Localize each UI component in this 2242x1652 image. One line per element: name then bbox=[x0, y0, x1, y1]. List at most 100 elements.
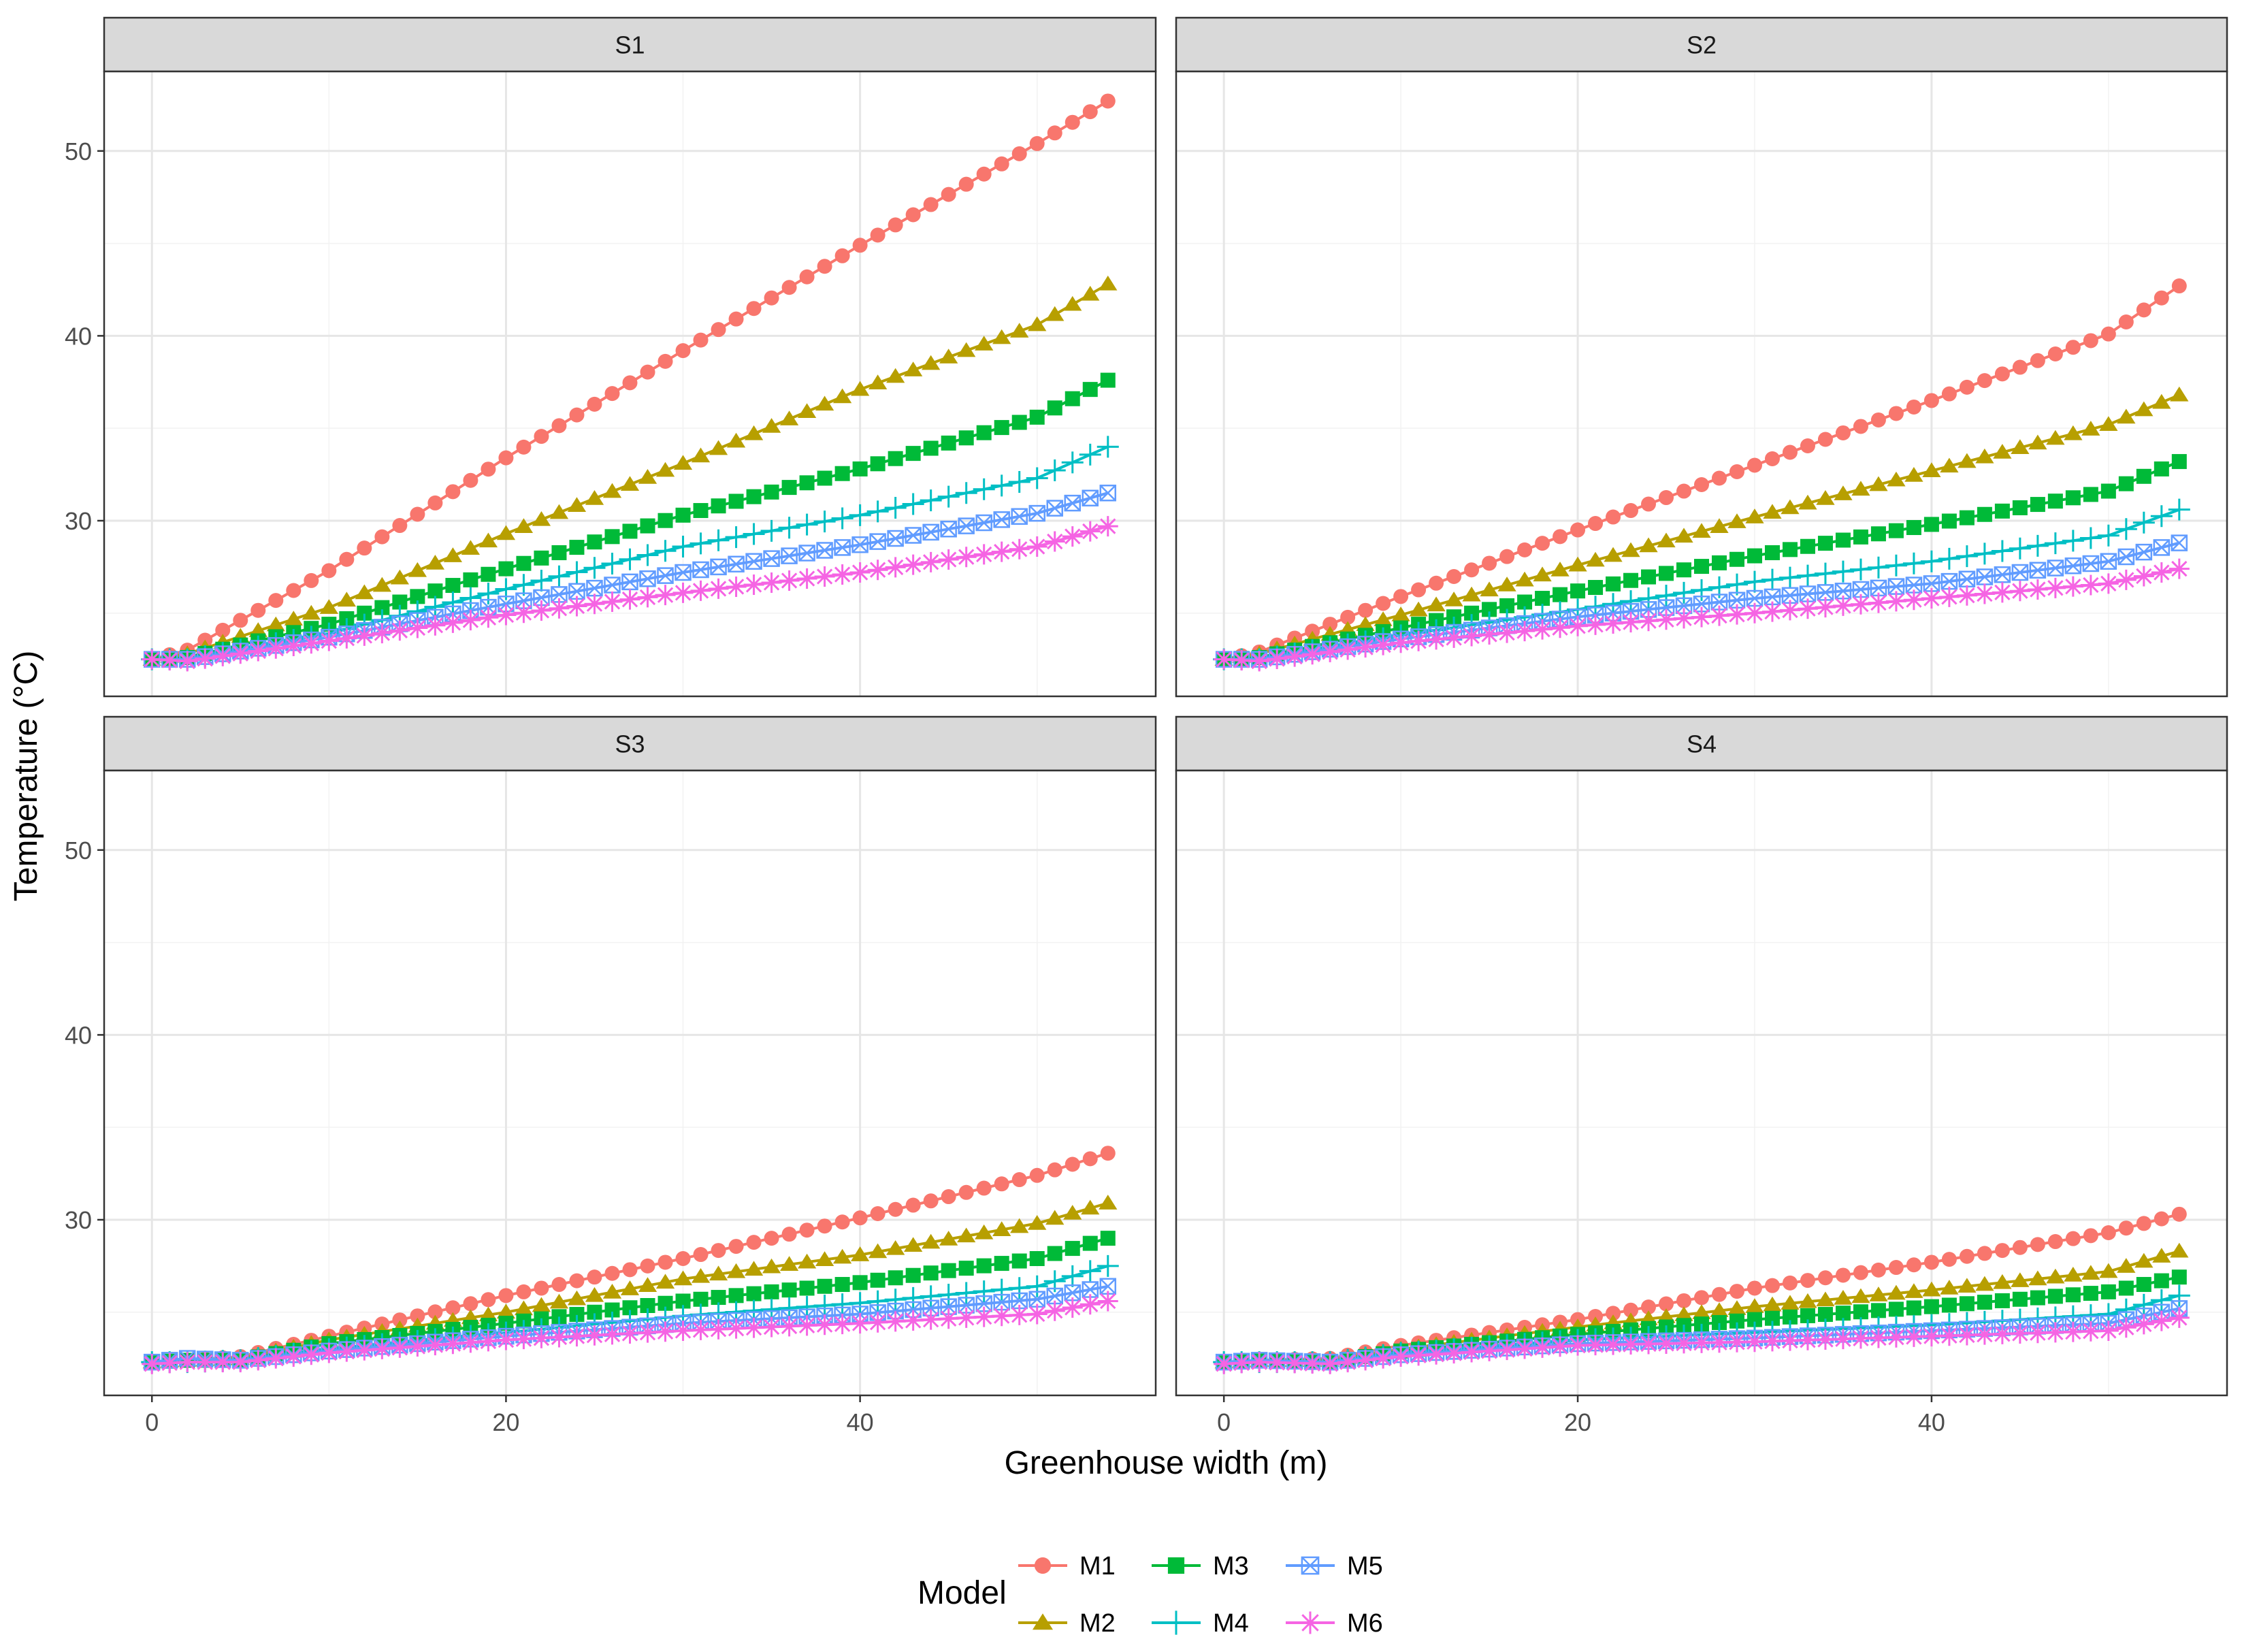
data-point bbox=[975, 336, 994, 351]
data-point bbox=[994, 1176, 1009, 1192]
data-point bbox=[1977, 506, 1992, 522]
data-point bbox=[2065, 490, 2081, 506]
data-point bbox=[1046, 1287, 1063, 1305]
data-point bbox=[2134, 1252, 2154, 1268]
data-point bbox=[1655, 584, 1678, 606]
data-point bbox=[407, 1336, 428, 1357]
data-point bbox=[1975, 448, 1994, 464]
data-point bbox=[604, 577, 621, 594]
data-point bbox=[604, 1265, 620, 1281]
data-point bbox=[693, 503, 709, 519]
data-point bbox=[1480, 581, 1499, 597]
data-point bbox=[2136, 468, 2151, 484]
data-point bbox=[958, 176, 974, 192]
data-point bbox=[2132, 511, 2155, 534]
data-point bbox=[1974, 1324, 1995, 1345]
data-point bbox=[2100, 1284, 2116, 1299]
data-point bbox=[1028, 1291, 1045, 1308]
y-tick-label: 50 bbox=[65, 137, 92, 165]
data-point bbox=[212, 645, 233, 666]
data-point bbox=[1870, 526, 1886, 542]
data-point bbox=[955, 1282, 977, 1304]
data-point bbox=[1727, 1300, 1747, 1315]
data-point bbox=[266, 616, 285, 632]
data-point bbox=[1885, 1327, 1906, 1348]
data-point bbox=[1868, 592, 1889, 613]
data-point bbox=[319, 1342, 340, 1363]
data-point bbox=[1550, 617, 1571, 638]
data-point bbox=[390, 569, 410, 585]
data-point bbox=[569, 1307, 585, 1323]
data-point bbox=[531, 600, 552, 621]
data-point bbox=[870, 227, 886, 243]
data-point bbox=[459, 587, 482, 609]
data-point bbox=[976, 1258, 992, 1274]
data-point bbox=[849, 1292, 871, 1314]
data-point bbox=[1029, 135, 1045, 151]
data-point bbox=[1779, 600, 1800, 621]
data-point bbox=[1355, 1350, 1376, 1371]
data-point bbox=[534, 1280, 549, 1296]
data-point bbox=[1604, 547, 1623, 562]
data-point bbox=[1923, 575, 1940, 592]
data-point bbox=[922, 1299, 939, 1317]
data-point bbox=[2080, 1321, 2101, 1342]
data-point bbox=[796, 1315, 817, 1336]
data-point bbox=[2065, 340, 2081, 355]
data-point bbox=[2115, 1298, 2137, 1321]
data-point bbox=[905, 1267, 921, 1283]
data-point bbox=[515, 592, 532, 609]
data-point bbox=[583, 557, 606, 579]
data-point bbox=[1426, 629, 1447, 650]
data-point bbox=[870, 456, 886, 472]
data-point bbox=[286, 583, 302, 598]
data-point bbox=[2154, 461, 2169, 476]
data-point bbox=[991, 1306, 1012, 1327]
data-point bbox=[886, 1240, 905, 1255]
data-point bbox=[1100, 93, 1116, 109]
data-point bbox=[672, 582, 694, 603]
data-point bbox=[849, 562, 871, 583]
data-point bbox=[1621, 1334, 1642, 1355]
data-point bbox=[619, 589, 640, 610]
data-point bbox=[1764, 1310, 1780, 1326]
data-point bbox=[1905, 577, 1923, 594]
data-point bbox=[1064, 1284, 1081, 1301]
data-point bbox=[1533, 566, 1552, 582]
data-point bbox=[693, 1291, 709, 1307]
data-point bbox=[460, 1332, 481, 1353]
data-point bbox=[602, 1284, 622, 1299]
data-point bbox=[1974, 583, 1995, 604]
data-point bbox=[2115, 569, 2137, 590]
data-point bbox=[781, 1227, 797, 1242]
data-point bbox=[2012, 500, 2028, 515]
data-point bbox=[711, 498, 726, 514]
data-point bbox=[1708, 1332, 1729, 1353]
data-point bbox=[1923, 1299, 1939, 1314]
data-point bbox=[1427, 596, 1446, 612]
data-point bbox=[1691, 606, 1712, 628]
data-point bbox=[427, 495, 443, 511]
data-point bbox=[1675, 597, 1693, 615]
data-point bbox=[1779, 1330, 1800, 1351]
data-point bbox=[2136, 1277, 2151, 1293]
data-point bbox=[2030, 1237, 2045, 1252]
data-point bbox=[657, 1295, 673, 1311]
data-point bbox=[1853, 529, 1868, 545]
data-point bbox=[976, 1180, 992, 1196]
data-point bbox=[2044, 532, 2066, 555]
data-point bbox=[1515, 571, 1534, 587]
data-point bbox=[1641, 496, 1657, 512]
data-point bbox=[834, 248, 850, 263]
data-point bbox=[2083, 1228, 2098, 1244]
data-point bbox=[1638, 611, 1659, 632]
data-point bbox=[885, 557, 906, 578]
data-point bbox=[2115, 518, 2137, 540]
data-point bbox=[886, 368, 905, 383]
data-point bbox=[640, 518, 655, 534]
data-point bbox=[923, 197, 939, 212]
data-point bbox=[1026, 467, 1048, 489]
data-point bbox=[569, 540, 585, 555]
data-point bbox=[675, 564, 692, 581]
data-point bbox=[319, 599, 338, 614]
